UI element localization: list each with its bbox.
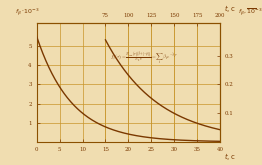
Text: $t,\text{c}$: $t,\text{c}$ (224, 3, 236, 14)
Text: $f_{\beta},\overline{10}^{-3}$: $f_{\beta},\overline{10}^{-3}$ (238, 7, 262, 18)
Text: $t,\text{c}$: $t,\text{c}$ (224, 151, 236, 162)
Text: $f_{\beta}\cdot\!10^{-3}$: $f_{\beta}\cdot\!10^{-3}$ (15, 7, 39, 18)
Text: $f_\beta(\tau){=}\frac{N_{\text{зап}}(\tau)(\beta{+}|{-}\rho|)}{N_0\bar{v}}{=}\s: $f_\beta(\tau){=}\frac{N_{\text{зап}}(\t… (110, 51, 179, 67)
